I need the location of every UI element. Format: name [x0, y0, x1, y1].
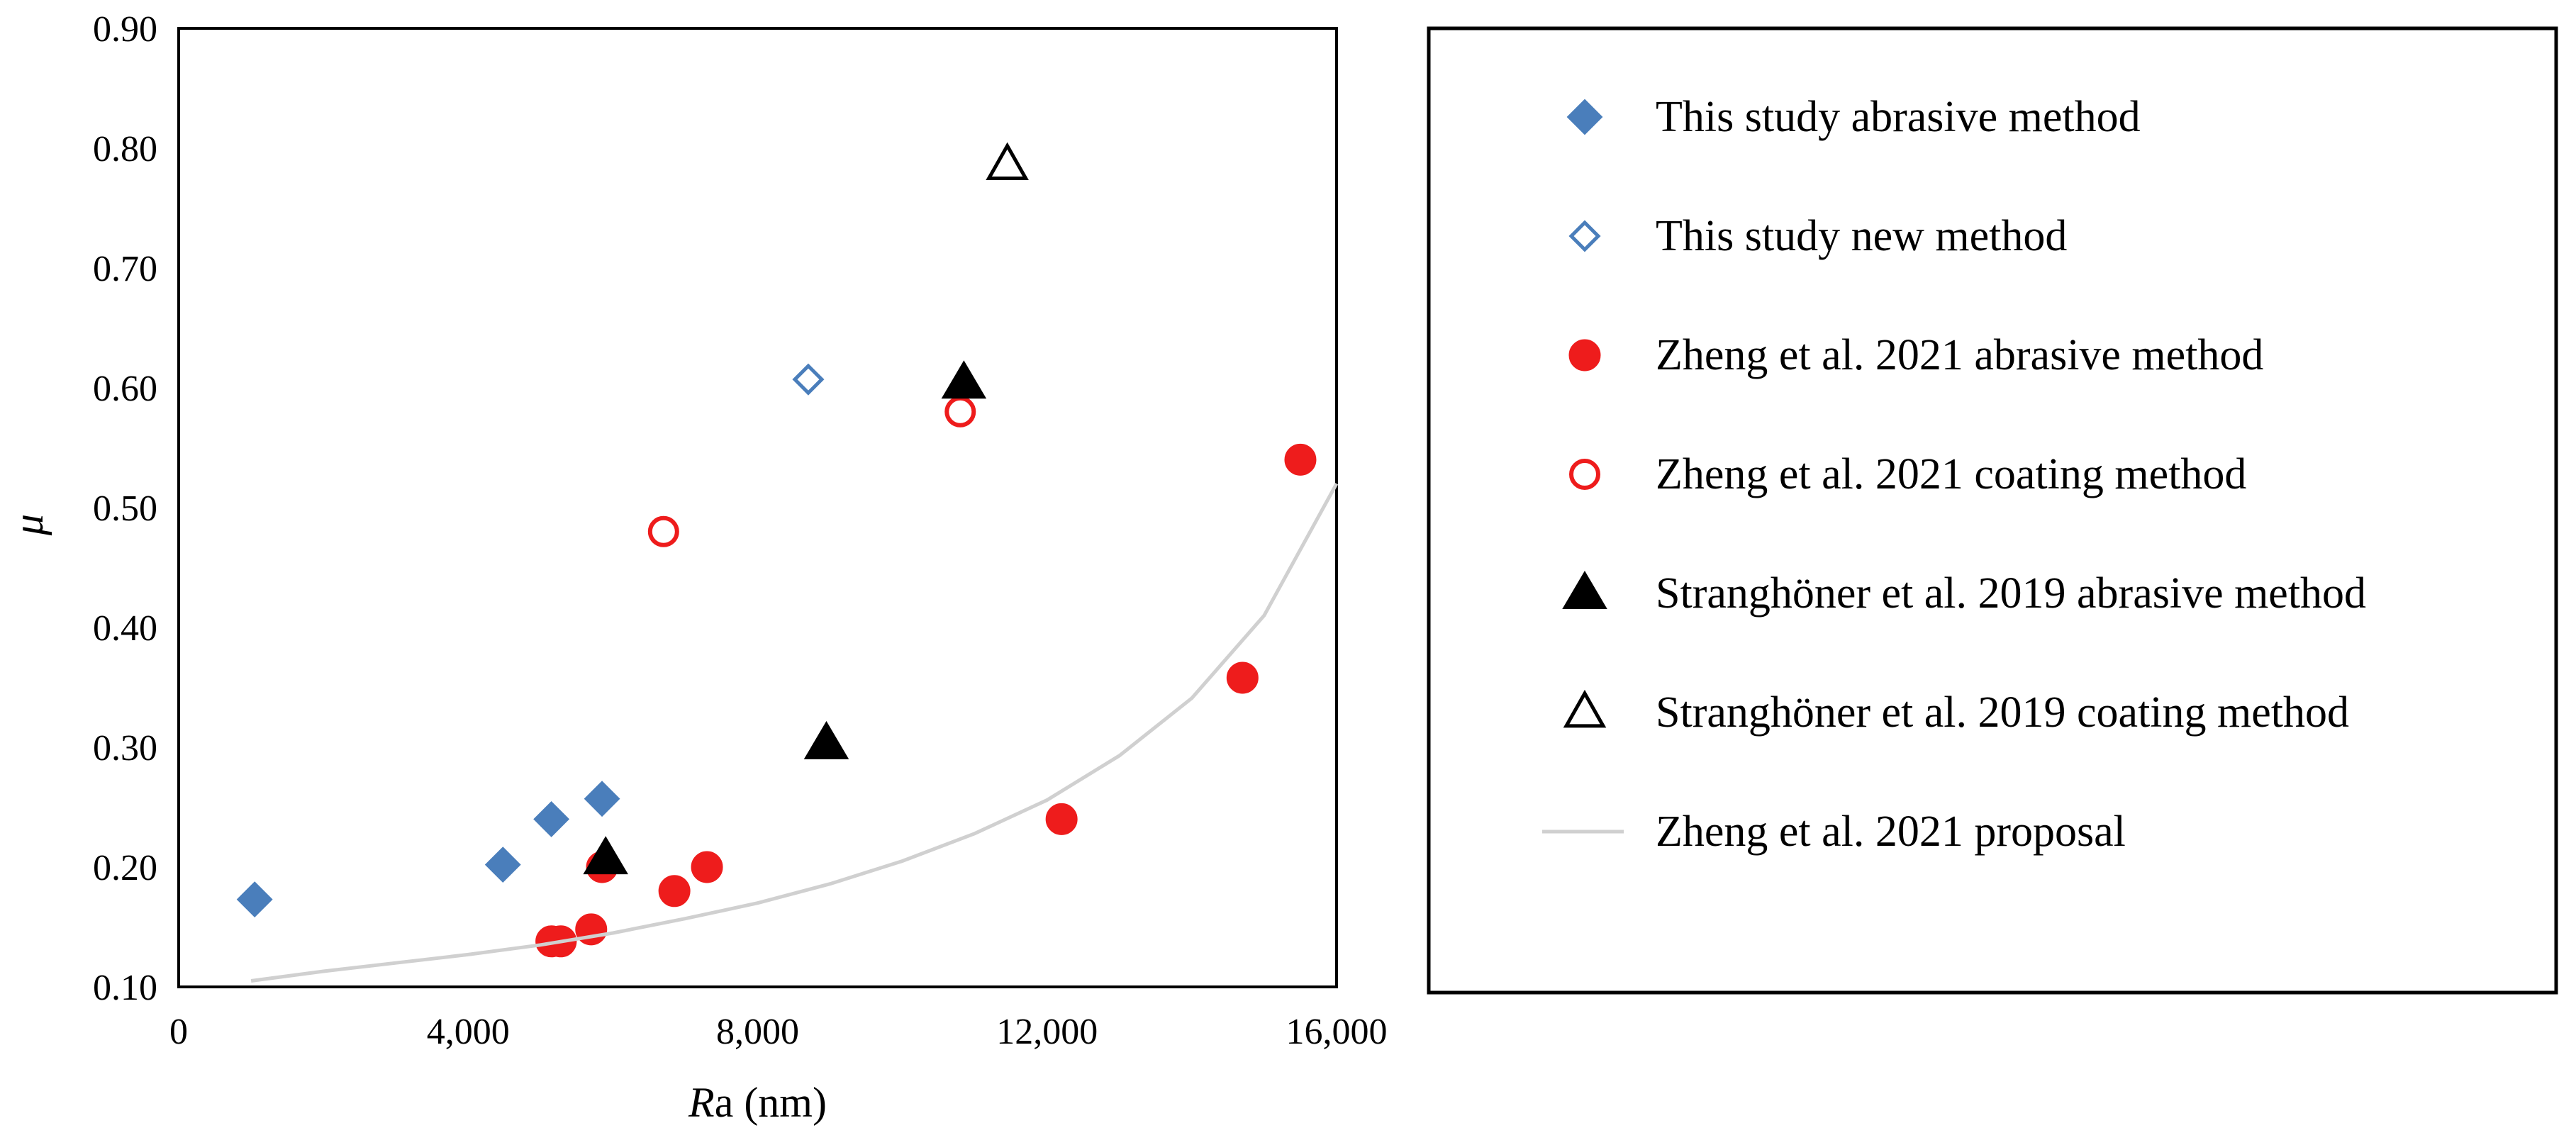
- series-2: [792, 363, 825, 396]
- y-tick-label: 0.70: [93, 249, 157, 289]
- x-axis-title: Ra (nm): [688, 1079, 827, 1126]
- y-tick-label: 0.40: [93, 608, 157, 649]
- series-7: [250, 482, 1339, 983]
- y-tick-label: 0.90: [93, 9, 157, 50]
- y-tick-label: 0.30: [93, 728, 157, 769]
- legend-box: This study abrasive method This study new…: [1427, 26, 2558, 995]
- legend-entry-2: This study new method: [1568, 212, 2067, 260]
- legend-entry-7: Zheng et al. 2021 proposal: [1542, 808, 2126, 856]
- x-tick-label: 4,000: [427, 1012, 510, 1052]
- legend-label: Stranghöner et al. 2019 coating method: [1656, 688, 2349, 737]
- data-point: [941, 360, 987, 399]
- y-tick-label: 0.10: [93, 968, 157, 1008]
- legend-label: Zheng et al. 2021 abrasive method: [1656, 331, 2263, 379]
- y-tick-label: 0.60: [93, 369, 157, 409]
- legend-label: This study new method: [1656, 212, 2067, 260]
- y-tick-label: 0.20: [93, 848, 157, 888]
- legend-marker: [1566, 99, 1603, 135]
- data-point: [803, 720, 849, 759]
- data-point: [533, 800, 570, 837]
- proposal-curve: [250, 482, 1339, 983]
- x-tick-label: 12,000: [996, 1012, 1098, 1052]
- data-point: [792, 363, 825, 396]
- x-tick-label: 8,000: [716, 1012, 799, 1052]
- series-6: [986, 142, 1029, 181]
- legend-entry-1: This study abrasive method: [1566, 93, 2141, 141]
- legend-label: Zheng et al. 2021 proposal: [1656, 808, 2126, 856]
- data-point: [584, 781, 620, 817]
- y-tick-label: 0.50: [93, 488, 157, 529]
- legend-marker: [1569, 459, 1600, 490]
- legend-entry-4: Zheng et al. 2021 coating method: [1569, 450, 2246, 498]
- legend-entry-5: Stranghöner et al. 2019 abrasive method: [1562, 569, 2366, 618]
- data-point: [1284, 443, 1317, 476]
- series-5: [583, 360, 987, 875]
- legend-marker: [1562, 571, 1607, 609]
- plot-frame: [177, 27, 1338, 988]
- data-point: [658, 875, 691, 907]
- data-point: [647, 515, 679, 547]
- data-point: [575, 913, 608, 946]
- data-point: [236, 881, 273, 918]
- y-tick-label: 0.80: [93, 129, 157, 169]
- y-axis-title: μ: [5, 514, 52, 536]
- data-point: [944, 396, 976, 428]
- legend-label: Zheng et al. 2021 coating method: [1656, 450, 2246, 498]
- data-point: [1226, 661, 1259, 694]
- data-point: [484, 847, 521, 883]
- legend-marker: [1568, 339, 1601, 372]
- legend-entry-6: Stranghöner et al. 2019 coating method: [1563, 688, 2349, 737]
- series-1: [236, 781, 620, 918]
- plot-area: 0.10 0.20 0.30 0.40 0.50 0.60 0.70 0.80 0.90 0 4,0…: [5, 9, 1388, 1126]
- data-point: [583, 836, 628, 875]
- legend-entry-3: Zheng et al. 2021 abrasive method: [1568, 331, 2263, 379]
- legend-marker: [1568, 220, 1601, 252]
- data-point: [691, 851, 723, 883]
- x-tick-label: 0: [169, 1012, 188, 1052]
- data-point: [986, 142, 1029, 181]
- data-point: [1045, 803, 1078, 835]
- legend-marker: [1563, 689, 1607, 728]
- x-tick-label: 16,000: [1286, 1012, 1388, 1052]
- legend-label: Stranghöner et al. 2019 abrasive method: [1656, 569, 2366, 618]
- legend-label: This study abrasive method: [1656, 93, 2141, 141]
